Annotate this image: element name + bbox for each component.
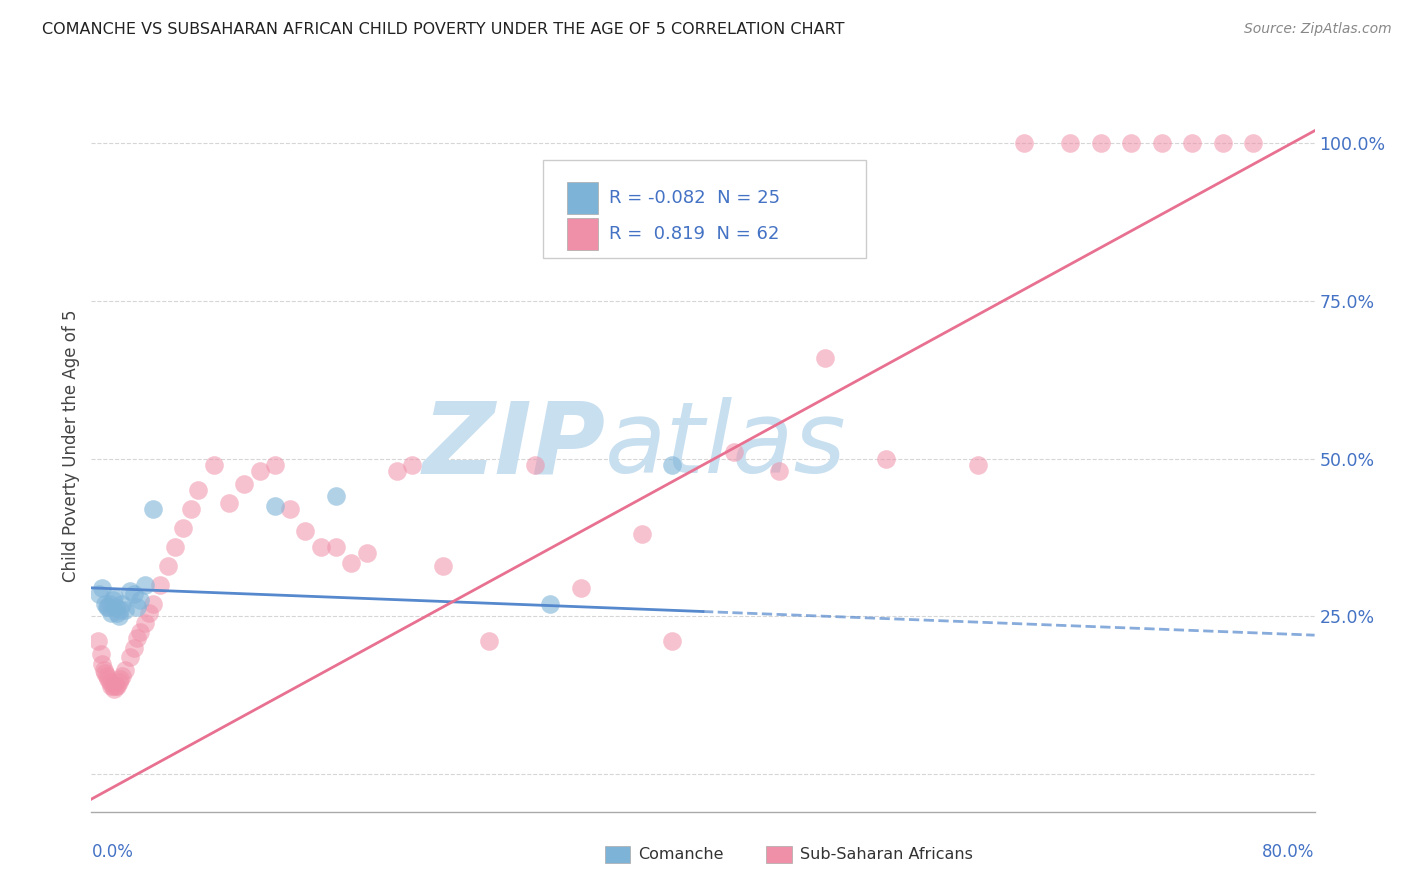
Point xyxy=(122,587,145,601)
Point xyxy=(1181,136,1204,151)
Point xyxy=(94,597,117,611)
Point xyxy=(523,458,546,472)
Point xyxy=(661,634,683,648)
Text: Sub-Saharan Africans: Sub-Saharan Africans xyxy=(800,847,973,862)
Y-axis label: Child Poverty Under the Age of 5: Child Poverty Under the Age of 5 xyxy=(62,310,80,582)
Text: Comanche: Comanche xyxy=(638,847,724,862)
Point xyxy=(96,669,118,683)
Point xyxy=(264,458,287,472)
Point xyxy=(172,521,194,535)
Point xyxy=(1150,136,1173,151)
Point xyxy=(103,681,125,696)
Point xyxy=(723,445,745,459)
Point xyxy=(104,599,127,614)
Point xyxy=(97,673,120,687)
Point xyxy=(134,615,156,630)
Point xyxy=(97,599,120,614)
Point xyxy=(401,458,423,472)
Point xyxy=(122,640,145,655)
Point xyxy=(129,625,152,640)
Point xyxy=(249,464,271,478)
Point xyxy=(118,584,141,599)
Point xyxy=(141,597,163,611)
Point xyxy=(91,657,114,671)
Point xyxy=(814,351,837,365)
Point xyxy=(118,650,141,665)
Point xyxy=(1090,136,1112,151)
Point xyxy=(127,632,149,646)
Point xyxy=(96,599,118,614)
Text: 0.0%: 0.0% xyxy=(91,843,134,861)
Text: 80.0%: 80.0% xyxy=(1263,843,1315,861)
Point xyxy=(278,502,301,516)
Point xyxy=(631,527,654,541)
Point xyxy=(202,458,225,472)
Point xyxy=(149,578,172,592)
Point xyxy=(1212,136,1234,151)
Point xyxy=(538,597,561,611)
Point xyxy=(1059,136,1081,151)
Point xyxy=(108,609,131,624)
Point xyxy=(111,597,134,611)
Point xyxy=(104,679,127,693)
Point xyxy=(86,634,108,648)
Point xyxy=(111,669,134,683)
Point xyxy=(103,591,125,605)
Point xyxy=(340,556,363,570)
Point xyxy=(661,458,683,472)
Point xyxy=(967,458,990,472)
Point xyxy=(101,679,124,693)
Point xyxy=(294,524,316,538)
Point xyxy=(165,540,187,554)
Point xyxy=(325,490,347,504)
Point xyxy=(156,558,179,573)
Point xyxy=(875,451,898,466)
Point xyxy=(114,663,136,677)
Text: COMANCHE VS SUBSAHARAN AFRICAN CHILD POVERTY UNDER THE AGE OF 5 CORRELATION CHAR: COMANCHE VS SUBSAHARAN AFRICAN CHILD POV… xyxy=(42,22,845,37)
Point xyxy=(1121,136,1143,151)
Point xyxy=(768,464,790,478)
Point xyxy=(127,599,149,614)
Point xyxy=(100,606,122,620)
Point xyxy=(233,476,256,491)
Point xyxy=(91,581,114,595)
Point xyxy=(325,540,347,554)
Point xyxy=(432,558,454,573)
Text: atlas: atlas xyxy=(605,398,846,494)
Point xyxy=(478,634,501,648)
Point xyxy=(218,496,240,510)
Point xyxy=(134,578,156,592)
Text: R =  0.819  N = 62: R = 0.819 N = 62 xyxy=(609,225,779,243)
Text: Source: ZipAtlas.com: Source: ZipAtlas.com xyxy=(1244,22,1392,37)
Point xyxy=(385,464,409,478)
Point xyxy=(180,502,202,516)
Point xyxy=(1012,136,1035,151)
Point xyxy=(101,593,124,607)
Point xyxy=(94,665,117,680)
Point xyxy=(110,673,132,687)
Point xyxy=(569,581,592,595)
Point xyxy=(309,540,332,554)
Point xyxy=(105,606,128,620)
Point xyxy=(141,502,163,516)
Point xyxy=(114,603,136,617)
Point xyxy=(100,679,122,693)
Point xyxy=(356,546,378,560)
Point xyxy=(1243,136,1265,151)
Point xyxy=(138,606,160,620)
Point xyxy=(98,675,121,690)
Point xyxy=(87,587,110,601)
Point xyxy=(264,499,287,513)
Text: ZIP: ZIP xyxy=(422,398,605,494)
Point xyxy=(129,593,152,607)
Point xyxy=(105,679,128,693)
Point xyxy=(187,483,209,497)
Point xyxy=(93,663,115,677)
Text: R = -0.082  N = 25: R = -0.082 N = 25 xyxy=(609,189,780,207)
Point xyxy=(90,647,112,661)
Point xyxy=(98,597,121,611)
Point xyxy=(108,675,131,690)
Point xyxy=(110,603,132,617)
